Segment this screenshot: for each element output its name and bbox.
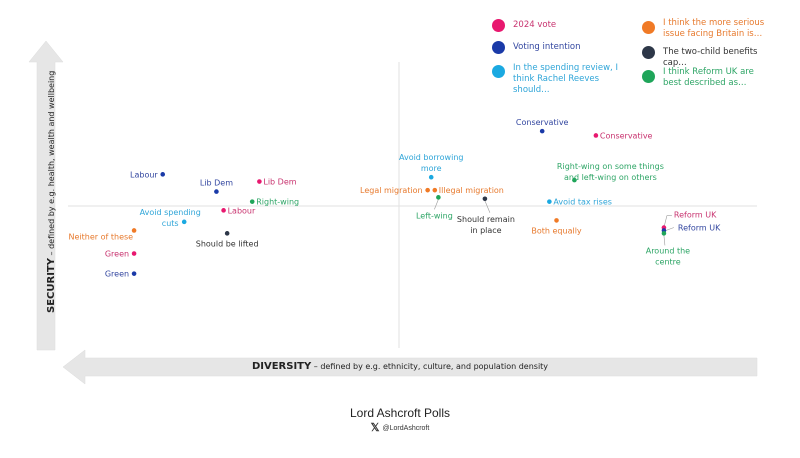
- label-around-the-centre: Around the centre: [646, 246, 690, 266]
- point-right-wing: [249, 199, 255, 204]
- callout-line: [434, 199, 439, 210]
- point-labour: [221, 208, 226, 213]
- point-conservative: [593, 133, 599, 138]
- point-illegal-migration: [432, 187, 438, 193]
- data-labels: Labour Lib Dem Green Conservative Reform UK L…: [69, 118, 722, 279]
- callout-line: [663, 235, 666, 246]
- source-handle[interactable]: 𝕏 @LordAshcroft: [0, 421, 800, 434]
- label-right-wing-on-some-things-and-left-wing-on-others: Right-wing on some things and left-wing o…: [557, 162, 664, 182]
- label-lib-dem: Lib Dem: [263, 178, 296, 187]
- label-avoid-spending-cuts: Avoid spending cuts: [140, 208, 201, 228]
- callout-line: [665, 227, 675, 231]
- point-lib-dem: [214, 189, 219, 194]
- point-right-wing-on-some-things-and-left-wing-on-others: [572, 177, 577, 183]
- data-points: [131, 128, 667, 276]
- legend-item-spending-review: In the spending review, I think Rachel R…: [492, 63, 632, 96]
- legend-dot-icon: [642, 70, 655, 83]
- legend-dot-icon: [492, 19, 505, 32]
- point-both-equally: [554, 218, 559, 223]
- point-should-be-lifted: [224, 231, 230, 236]
- legend-dot-icon: [492, 41, 505, 54]
- source-title: Lord Ashcroft Polls: [349, 406, 451, 420]
- point-avoid-borrowing-more: [428, 174, 434, 180]
- point-conservative: [539, 128, 545, 134]
- label-conservative: Conservative: [600, 131, 653, 140]
- handle-text: @LordAshcroft: [382, 425, 430, 432]
- legend-item-2024-vote: 2024 vote: [492, 19, 642, 32]
- legend-dot-icon: [492, 65, 505, 78]
- legend-dot-icon: [642, 46, 655, 59]
- label-labour: Labour: [228, 206, 256, 215]
- label-both-equally: Both equally: [531, 226, 582, 235]
- label-should-remain-in-place: Should remain in place: [457, 215, 515, 235]
- point-legal-migration: [425, 187, 430, 193]
- label-left-wing: Left-wing: [416, 211, 453, 220]
- legend-dot-icon: [642, 21, 655, 34]
- callout-line: [484, 200, 491, 213]
- legend-item-voting-intention: Voting intention: [492, 41, 642, 54]
- point-labour: [160, 172, 166, 177]
- legend-item-two-child-cap: The two-child benefits cap…: [642, 46, 782, 69]
- label-reform-uk: Reform UK: [678, 223, 721, 232]
- label-green: Green: [105, 270, 129, 279]
- point-neither-of-these: [131, 228, 137, 233]
- label-conservative: Conservative: [516, 118, 569, 127]
- label-legal-migration: Legal migration: [360, 186, 423, 195]
- point-green: [131, 251, 137, 256]
- label-right-wing: Right-wing: [256, 198, 299, 207]
- point-around-the-centre: [661, 231, 667, 236]
- point-left-wing: [436, 195, 441, 200]
- x-axis-arrow: [62, 349, 758, 385]
- legend-item-serious-issue: I think the more serious issue facing Br…: [642, 18, 772, 40]
- label-reform-uk: Reform UK: [674, 211, 717, 220]
- legend-item-reform-described: I think Reform UK are best described as…: [642, 67, 762, 89]
- x-logo-icon: 𝕏: [370, 422, 380, 434]
- label-should-be-lifted: Should be lifted: [196, 239, 259, 248]
- point-avoid-tax-rises: [547, 199, 552, 204]
- label-green: Green: [105, 250, 129, 259]
- label-avoid-borrowing-more: Avoid borrowing more: [399, 153, 464, 173]
- x-axis-label: DIVERSITY – defined by e.g. ethnicity, c…: [251, 361, 549, 372]
- point-avoid-spending-cuts: [181, 219, 187, 225]
- label-illegal-migration: Illegal migration: [439, 186, 504, 195]
- y-axis-label: SECURITY – defined by e.g. health, wealt…: [46, 70, 57, 313]
- point-should-remain-in-place: [482, 196, 488, 202]
- y-axis-arrow: [28, 40, 64, 351]
- label-avoid-tax-rises: Avoid tax rises: [553, 198, 612, 207]
- point-green: [131, 271, 137, 276]
- label-lib-dem: Lib Dem: [200, 179, 233, 188]
- point-lib-dem: [257, 179, 262, 184]
- label-labour: Labour: [130, 170, 158, 179]
- callout-lines: [434, 199, 675, 246]
- label-neither-of-these: Neither of these: [69, 232, 134, 241]
